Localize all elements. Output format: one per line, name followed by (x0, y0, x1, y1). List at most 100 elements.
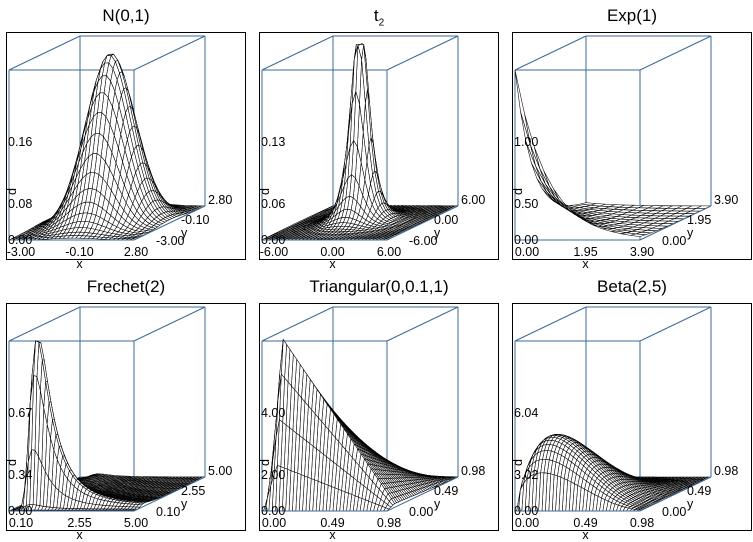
x-tick-label: 3.90 (630, 245, 654, 259)
x-axis-label: x (76, 528, 83, 542)
box-edge (514, 35, 587, 71)
panel-title-main: Frechet(2) (86, 277, 166, 296)
z-tick-label: 0.00 (8, 233, 32, 247)
x-tick-label: 0.00 (320, 245, 344, 259)
z-tick-label: 0.67 (8, 406, 32, 420)
box-frame (8, 306, 206, 511)
y-tick-label: 2.55 (181, 484, 205, 498)
panel-title: Triangular(0,0.1,1) (259, 277, 499, 297)
z-axis-label: d (511, 188, 525, 195)
y-axis-label: y (687, 226, 694, 240)
box-edge (639, 205, 712, 241)
panel-title-main: Triangular(0,0.1,1) (309, 277, 449, 296)
y-tick-label: -3.00 (156, 234, 185, 248)
box-edge (133, 35, 206, 71)
z-tick-label: 0.50 (514, 197, 538, 211)
plot-frame (512, 32, 752, 260)
y-tick-label: 0.00 (434, 213, 458, 227)
panel-title: N(0,1) (6, 6, 246, 26)
surface-mesh (8, 340, 206, 512)
z-tick-label: 0.08 (8, 197, 32, 211)
panel-2: t2 -6.00 0.00 6.00 x -6.00 0.00 6.00 y 0.00 0.06 0.… (258, 0, 499, 271)
z-tick-label: 1.00 (514, 135, 538, 149)
box-edge (8, 306, 81, 342)
y-tick-label: 3.90 (714, 193, 738, 207)
surface-plot: -3.00 -0.10 2.80x-3.00-0.102.80y0.000.080.… (5, 32, 246, 271)
surface-plot: -6.00 0.00 6.00x-6.000.006.00y0.000.060.13… (258, 32, 499, 271)
surface-mesh (8, 53, 206, 241)
x-tick-label: 5.00 (124, 516, 148, 530)
panel-title-main: Exp(1) (606, 6, 658, 25)
x-tick-label: 2.55 (67, 516, 91, 530)
panel-1: N(0,1) -3.00 -0.10 2.80 x -3.00 -0.10 2.80 y 0.00… (5, 0, 246, 271)
tick-labels: -3.00 -0.10 2.80x-3.00-0.102.80y0.000.080.… (5, 135, 232, 271)
box-edge (133, 476, 206, 512)
z-tick-label: 0.00 (514, 233, 538, 247)
y-axis-label: y (181, 497, 188, 511)
x-axis-label: x (329, 257, 336, 271)
plot-frame (259, 32, 499, 260)
z-tick-label: 0.00 (8, 504, 32, 518)
surface-mesh (261, 42, 459, 241)
panel-title: Frechet(2) (6, 277, 246, 297)
y-tick-label: 6.00 (461, 193, 485, 207)
y-axis-label: y (181, 226, 188, 240)
z-axis-label: d (258, 188, 272, 195)
box-frame (261, 35, 459, 240)
y-tick-label: 1.95 (687, 213, 711, 227)
box-edge (386, 35, 459, 71)
x-tick-label: -3.00 (7, 245, 36, 259)
box-edge (386, 306, 459, 342)
box-front (9, 205, 206, 241)
box-edge (261, 35, 334, 71)
panel-3: Exp(1) 0.00 1.95 3.90 x 0.00 1.95 3.90 y 0.00 0.50… (511, 0, 752, 271)
x-axis-label: x (582, 257, 589, 271)
box-front (9, 476, 206, 512)
x-tick-label: 0.00 (515, 245, 539, 259)
surface-mesh (261, 338, 459, 512)
tick-labels: -6.00 0.00 6.00x-6.000.006.00y0.000.060.13… (258, 135, 485, 271)
panel-title-subscript: 2 (378, 17, 385, 29)
x-tick-label: 6.00 (377, 245, 401, 259)
y-axis-label: y (434, 226, 441, 240)
panel-title: Exp(1) (512, 6, 752, 26)
z-tick-label: 0.34 (8, 468, 32, 482)
box-edge (639, 35, 712, 71)
x-tick-label: 0.10 (9, 516, 33, 530)
x-tick-label: 2.80 (124, 245, 148, 259)
z-tick-label: 0.06 (261, 197, 285, 211)
box-edge (8, 35, 81, 71)
panel-5: Triangular(0,0.1,1) 0.00 0.49 0.98 x 0.00 0.49… (258, 271, 499, 542)
panel-title-main: t (373, 6, 379, 25)
plot-frame (259, 303, 499, 531)
plot-frame (6, 303, 246, 531)
y-tick-label: -0.10 (181, 213, 210, 227)
z-axis-label: d (5, 459, 19, 466)
x-tick-label: 1.95 (573, 245, 597, 259)
y-tick-label: 0.00 (662, 234, 686, 248)
y-tick-label: 5.00 (208, 464, 232, 478)
y-tick-label: -6.00 (409, 234, 438, 248)
x-tick-label: -0.10 (65, 245, 94, 259)
surface-cell (514, 69, 531, 145)
z-axis-label: d (5, 188, 19, 195)
y-tick-label: 0.10 (156, 505, 180, 519)
z-tick-label: 0.00 (261, 233, 285, 247)
box-front (515, 205, 712, 241)
z-tick-label: 0.16 (8, 135, 32, 149)
panel-title-main: N(0,1) (102, 6, 150, 25)
x-axis-label: x (76, 257, 83, 271)
z-tick-label: 0.13 (261, 135, 285, 149)
x-tick-label: -6.00 (260, 245, 289, 259)
surface-mesh (514, 69, 712, 237)
box-edge (386, 205, 459, 241)
panel-title: t2 (259, 6, 499, 28)
box-edge (133, 205, 206, 241)
panel-4: Frechet(2) 0.10 2.55 5.00 x 0.10 2.55 5.00 y 0.00… (5, 271, 246, 542)
box-front (262, 205, 459, 241)
